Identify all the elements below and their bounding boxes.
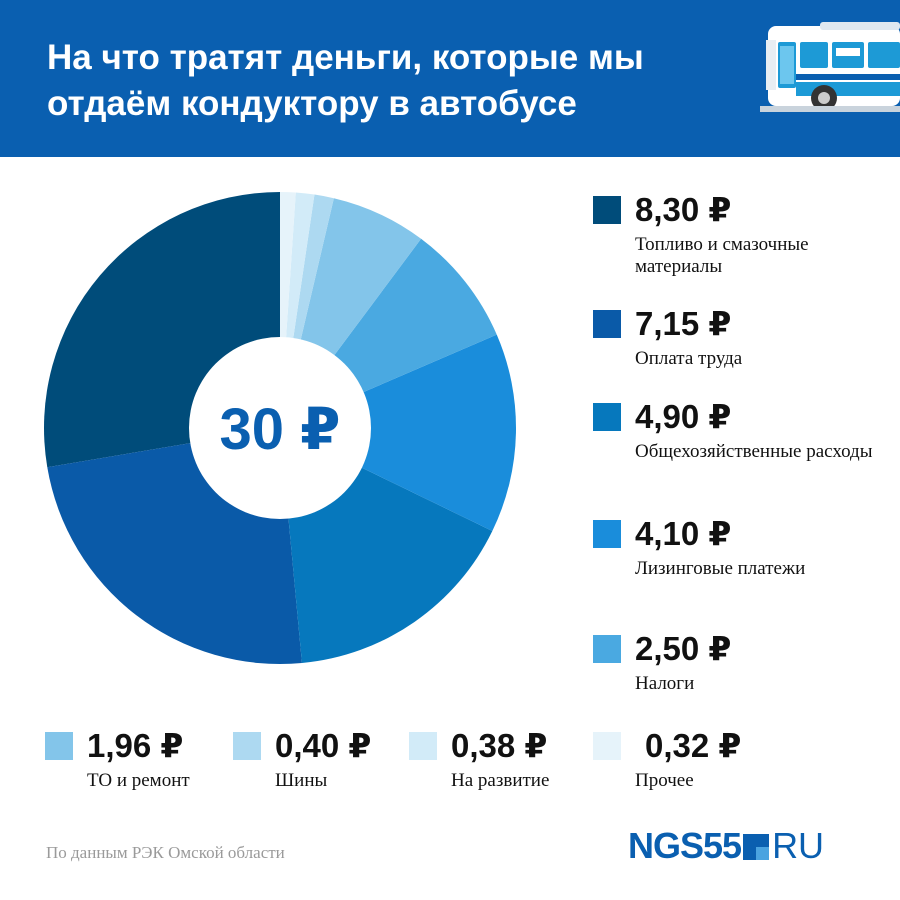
header-banner: На что тратят деньги, которые мы отдаём … bbox=[0, 0, 900, 157]
legend-value: 7,15 ₽ bbox=[635, 305, 732, 342]
legend-value: 4,90 ₽ bbox=[635, 398, 732, 435]
legend-value: 4,10 ₽ bbox=[635, 515, 732, 552]
legend-label: Общехозяйственные расходы bbox=[635, 441, 873, 462]
logo-square-icon bbox=[743, 834, 770, 860]
legend-swatch bbox=[593, 403, 621, 431]
legend-value: 2,50 ₽ bbox=[635, 630, 732, 667]
legend-swatch bbox=[409, 732, 437, 760]
legend-label: Шины bbox=[275, 770, 328, 791]
page-title: На что тратят деньги, которые мы отдаём … bbox=[47, 38, 644, 123]
logo-suffix: RU bbox=[772, 825, 825, 866]
legend-value: 0,38 ₽ bbox=[451, 727, 548, 764]
legend-value: 0,40 ₽ bbox=[275, 727, 372, 764]
legend-label: На развитие bbox=[451, 770, 550, 791]
legend-value: 1,96 ₽ bbox=[87, 727, 184, 764]
legend-swatch bbox=[593, 196, 621, 224]
bus-icon bbox=[760, 22, 900, 112]
pie-chart bbox=[43, 192, 517, 665]
legend-swatch bbox=[593, 732, 621, 760]
legend-swatch bbox=[593, 520, 621, 548]
legend-swatch bbox=[45, 732, 73, 760]
pie-center-total: 30 ₽ bbox=[219, 397, 341, 462]
pie-slice-4 bbox=[280, 334, 517, 532]
legend-label: Налоги bbox=[635, 673, 695, 694]
legend-label: Топливо и смазочные материалы bbox=[635, 234, 809, 277]
legend-value: 8,30 ₽ bbox=[635, 191, 732, 228]
legend-swatch bbox=[593, 635, 621, 663]
source-note: По данным РЭК Омской области bbox=[46, 843, 285, 862]
legend-label: Оплата труда bbox=[635, 348, 743, 369]
legend-swatch bbox=[593, 310, 621, 338]
legend-label: Прочее bbox=[635, 770, 694, 791]
legend-label: Лизинговые платежи bbox=[635, 558, 806, 579]
pie-center-hole bbox=[189, 337, 371, 519]
legend-label: ТО и ремонт bbox=[87, 770, 190, 791]
ngs55-logo: NGS55 RU bbox=[628, 824, 824, 868]
legend-swatch bbox=[233, 732, 261, 760]
logo-text: NGS55 bbox=[628, 825, 742, 866]
legend-value: 0,32 ₽ bbox=[645, 727, 742, 764]
